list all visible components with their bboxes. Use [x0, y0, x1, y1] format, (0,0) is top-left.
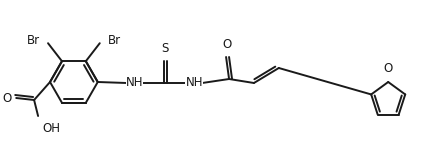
- Text: Br: Br: [27, 34, 40, 47]
- Text: OH: OH: [42, 122, 60, 135]
- Text: O: O: [383, 62, 393, 75]
- Text: O: O: [2, 92, 11, 106]
- Text: NH: NH: [126, 76, 143, 89]
- Text: NH: NH: [185, 76, 203, 89]
- Text: O: O: [223, 38, 232, 51]
- Text: S: S: [162, 42, 169, 55]
- Text: Br: Br: [108, 34, 121, 47]
